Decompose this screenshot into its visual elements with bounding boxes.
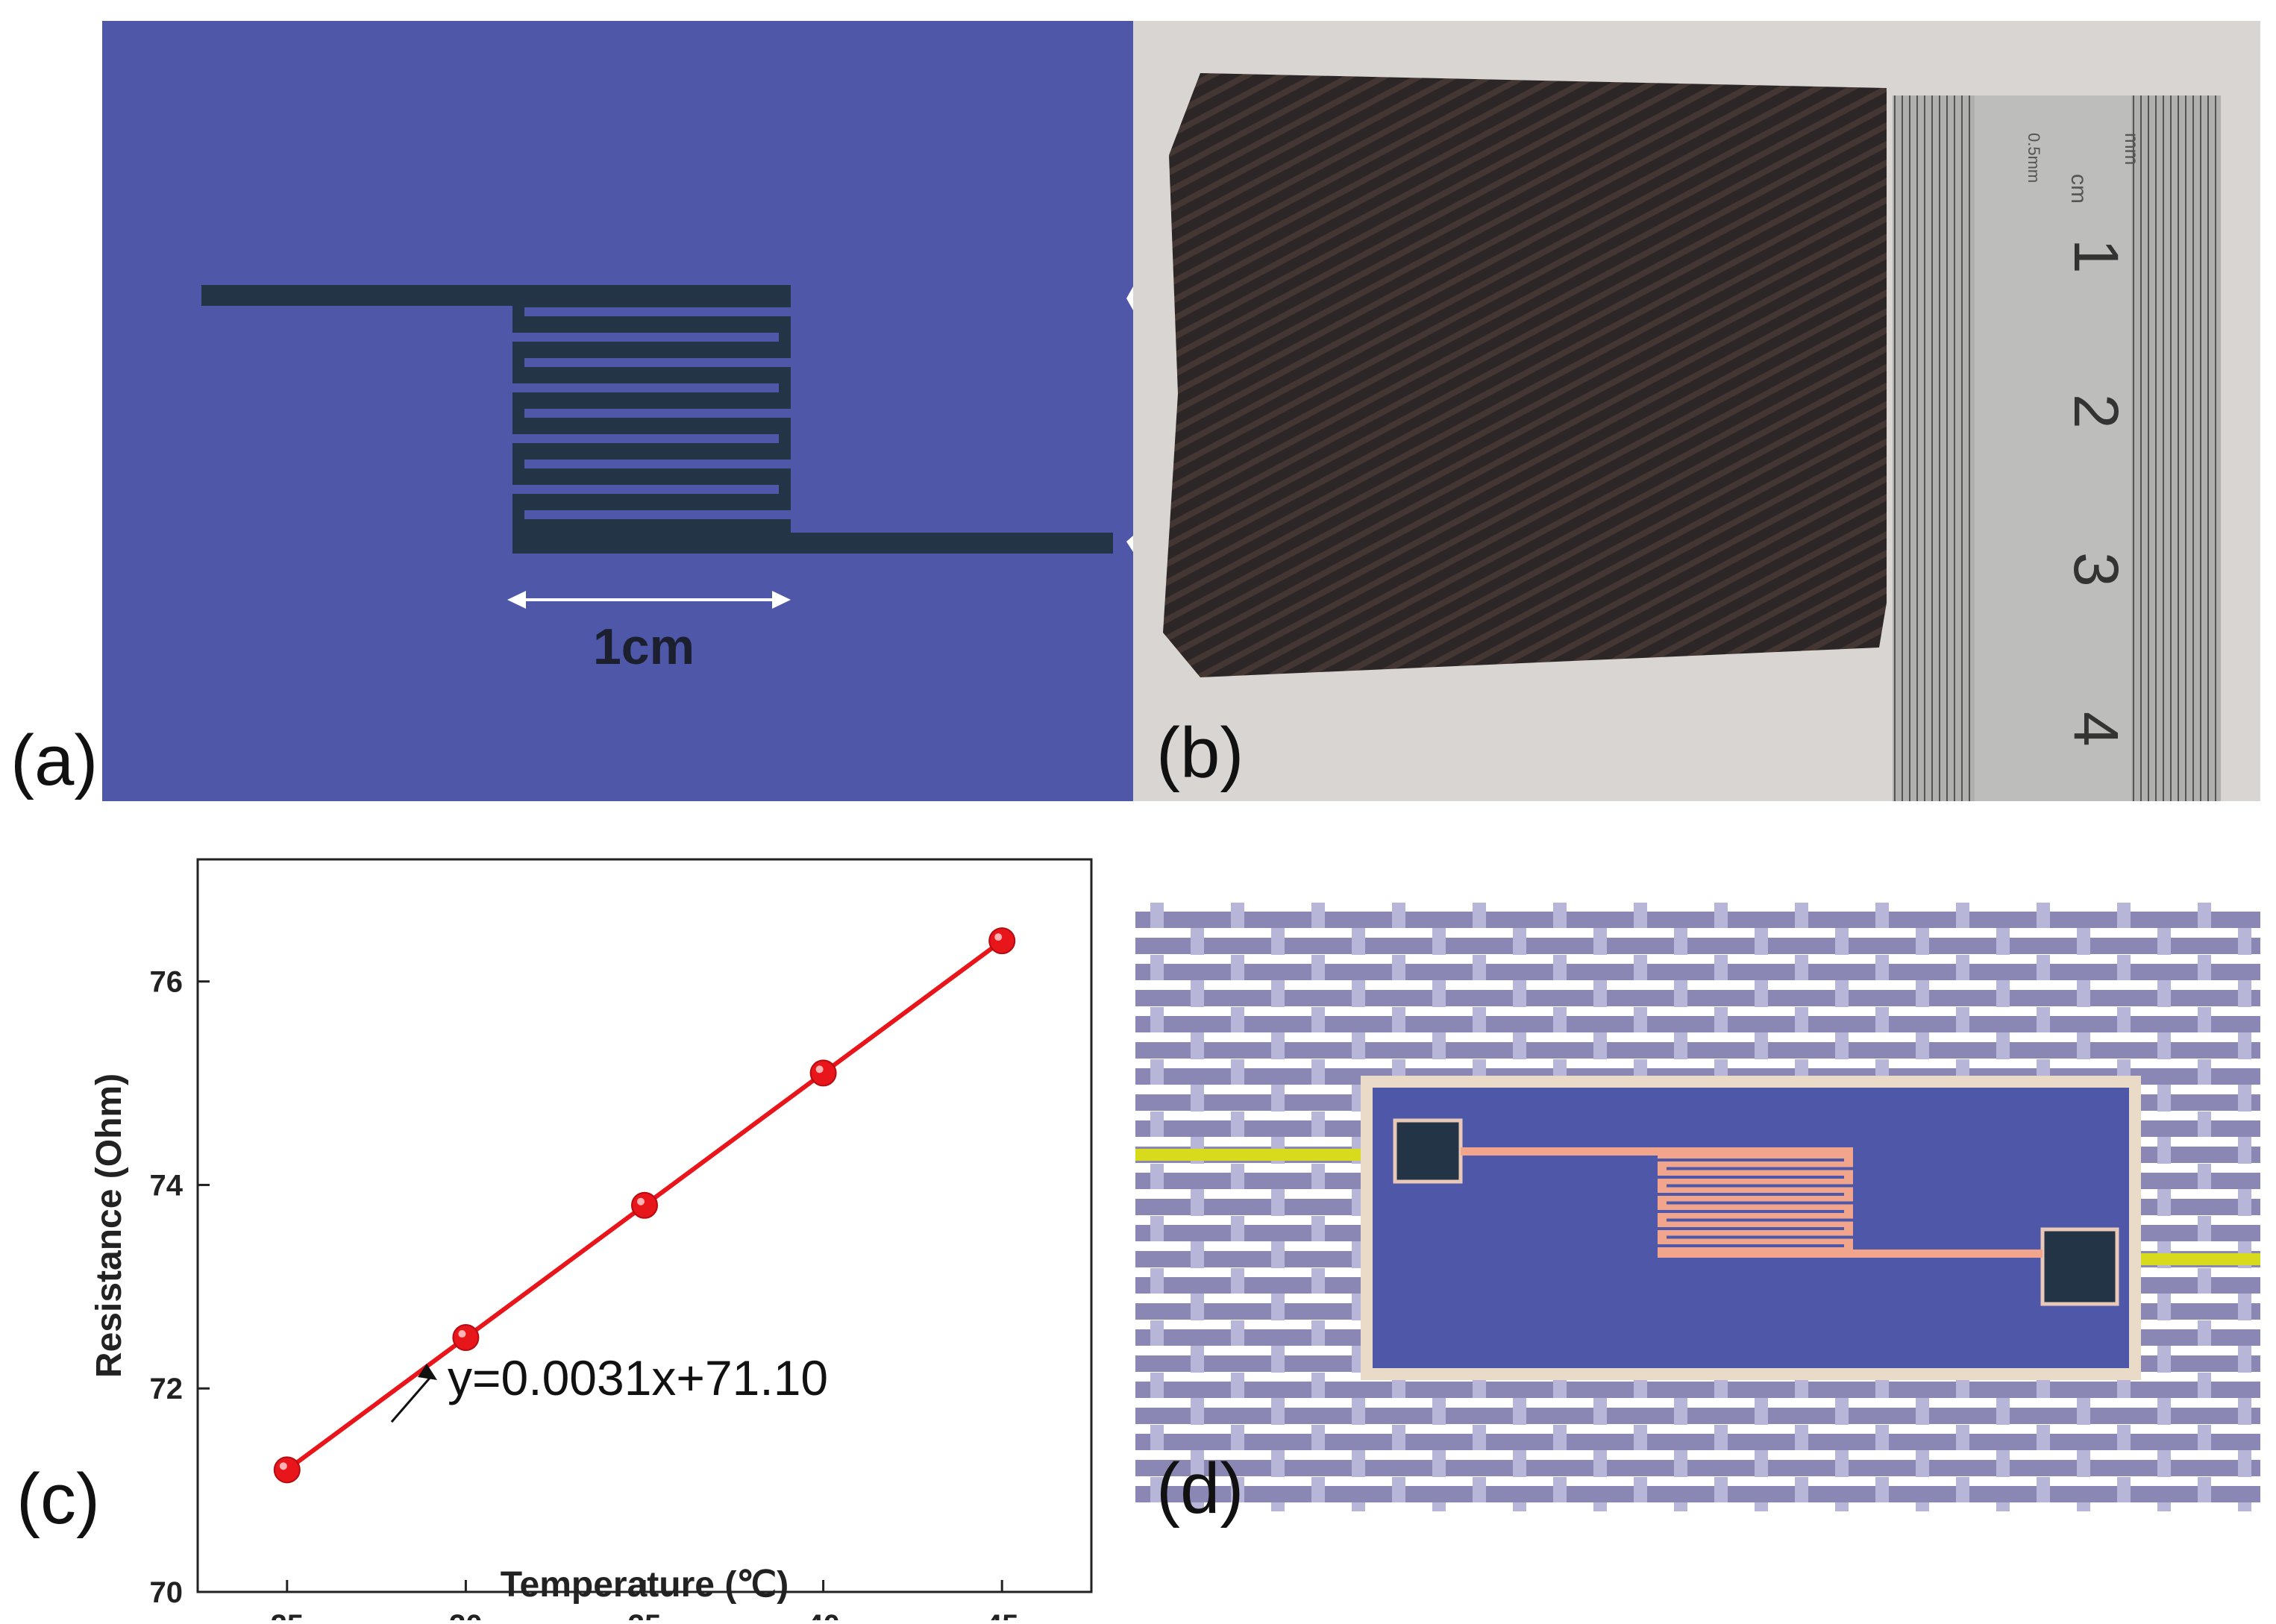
panel-a: 1cm (102, 21, 1133, 801)
data-point (273, 1456, 301, 1484)
serpentine-gap (1658, 1176, 1844, 1179)
serpentine-gap (1667, 1184, 1853, 1188)
x-tick-label: 30 (449, 1609, 483, 1620)
ruler: mm 0.5mm cm 1 2 3 4 (1893, 95, 2221, 801)
data-point-highlight (994, 933, 1003, 941)
serpentine-gap (1658, 1193, 1844, 1196)
y-tick-label: 76 (150, 966, 184, 999)
fit-equation-annotation: y=0.0031x+71.10 (448, 1350, 828, 1405)
left-contact-pad (1393, 1118, 1463, 1184)
serpentine-gap (1667, 1218, 1853, 1222)
series-layer (273, 927, 1016, 1484)
right-contact-pad (2040, 1227, 2119, 1306)
ruler-number: 2 (2061, 394, 2131, 429)
ruler-unit-mm: mm (2121, 133, 2143, 165)
panel-c: 25 30 35 40 45 70 72 74 76 y=0.0031x+71.10 Temp… (0, 828, 1134, 1624)
annotation-arrowhead (418, 1364, 437, 1380)
panel-label-d: (d) (1156, 1449, 1244, 1529)
sensor-on-fabric-diagram (1135, 903, 2260, 1511)
serpentine-gap (1667, 1235, 1853, 1239)
panel-d (1135, 903, 2260, 1511)
data-point (452, 1324, 480, 1352)
serpentine-gaps (512, 307, 791, 519)
y-axis-ticks: 70 72 74 76 (150, 966, 210, 1609)
x-tick-label: 35 (628, 1609, 662, 1620)
x-axis-label: Temperature (℃) (501, 1565, 789, 1605)
serpentine-gap (1658, 1159, 1844, 1161)
scale-arrow (507, 591, 791, 609)
x-tick-label: 25 (271, 1609, 304, 1620)
serpentine-gap (1667, 1167, 1853, 1170)
y-tick-label: 72 (150, 1373, 184, 1405)
ruler-unit-cm: cm (2066, 174, 2091, 204)
top-trace (1461, 1147, 1772, 1156)
data-point (631, 1191, 658, 1219)
resistance-chart: 25 30 35 40 45 70 72 74 76 y=0.0031x+71.10 Temp… (90, 858, 1093, 1624)
data-point-highlight (815, 1065, 824, 1073)
data-point-highlight (458, 1330, 466, 1338)
panel-b: mm 0.5mm cm 1 2 3 4 (1133, 21, 2260, 801)
electrode-layout-diagram: 1cm (102, 21, 1133, 801)
plot-frame (196, 858, 1093, 1593)
serpentine-gaps (1658, 1159, 1853, 1247)
data-point-highlight (637, 1197, 645, 1206)
y-tick-label: 70 (150, 1576, 184, 1609)
panel-label-c: (c) (16, 1459, 100, 1539)
ruler-number: 4 (2061, 712, 2131, 747)
scale-label: 1cm (593, 618, 695, 675)
data-point (988, 927, 1016, 955)
ruler-number: 1 (2061, 239, 2131, 274)
data-point-highlight (279, 1462, 287, 1470)
edge-arrow-mark (1126, 536, 1133, 552)
ruler-number: 3 (2061, 552, 2131, 587)
serpentine-gap (1658, 1210, 1844, 1213)
x-tick-label: 45 (985, 1609, 1019, 1620)
data-point (809, 1059, 837, 1087)
serpentine-block (512, 285, 791, 552)
edge-arrow-mark (1126, 286, 1133, 310)
annotation-layer: y=0.0031x+71.10 (390, 1350, 828, 1423)
y-tick-label: 74 (150, 1169, 184, 1202)
left-conductive-yarn (1135, 1149, 1374, 1161)
serpentine-gap (1667, 1201, 1853, 1205)
fabric-photo: mm 0.5mm cm 1 2 3 4 (1133, 21, 2260, 801)
right-conductive-yarn (2128, 1253, 2260, 1265)
serpentine-gap (1658, 1244, 1844, 1247)
fabric-sample (1163, 73, 1887, 677)
panel-label-a: (a) (10, 721, 98, 800)
x-tick-label: 40 (806, 1609, 840, 1620)
panel-label-b: (b) (1156, 713, 1244, 793)
serpentine-gap (1658, 1227, 1844, 1230)
y-axis-label: Resistance (Ohm) (90, 1073, 129, 1378)
annotation-arrow (390, 1376, 433, 1423)
ruler-resolution-label: 0.5mm (2025, 133, 2043, 183)
